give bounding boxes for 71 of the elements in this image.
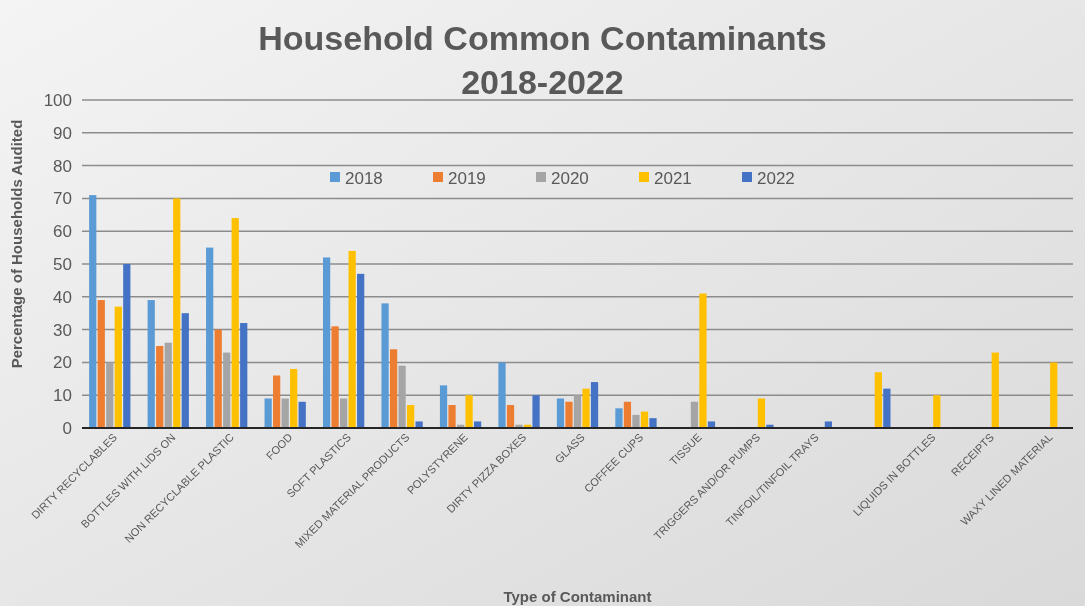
bar bbox=[1050, 362, 1058, 428]
bar bbox=[348, 250, 356, 428]
y-tick-label: 20 bbox=[53, 353, 72, 373]
legend-label: 2018 bbox=[345, 168, 383, 188]
bar bbox=[506, 405, 515, 428]
bar bbox=[565, 401, 573, 428]
bar bbox=[223, 352, 231, 428]
bar bbox=[231, 218, 239, 428]
bar bbox=[573, 395, 582, 428]
bar bbox=[690, 401, 699, 428]
bar bbox=[290, 368, 298, 428]
y-tick-label: 30 bbox=[53, 320, 72, 340]
bar bbox=[89, 195, 97, 428]
bar bbox=[281, 398, 289, 428]
bar bbox=[173, 198, 181, 428]
y-tick-label: 10 bbox=[53, 386, 72, 406]
bar bbox=[214, 329, 222, 428]
bar bbox=[357, 273, 365, 428]
bar bbox=[381, 303, 389, 428]
bar bbox=[991, 352, 999, 428]
bar bbox=[114, 306, 122, 428]
y-tick-label: 70 bbox=[53, 189, 72, 209]
bar bbox=[156, 346, 164, 428]
bar bbox=[147, 300, 155, 428]
bar bbox=[699, 293, 707, 428]
y-tick-label: 50 bbox=[53, 254, 72, 274]
y-tick-label: 80 bbox=[53, 156, 72, 176]
bar bbox=[757, 398, 766, 428]
bar bbox=[933, 395, 941, 428]
y-tick-label: 90 bbox=[53, 123, 72, 143]
y-tick-label: 40 bbox=[53, 287, 72, 307]
bar bbox=[389, 349, 398, 428]
bar bbox=[448, 405, 456, 428]
bar bbox=[240, 323, 248, 428]
bar bbox=[649, 418, 657, 428]
bar bbox=[398, 365, 406, 428]
legend-label: 2021 bbox=[654, 168, 692, 188]
y-tick-label: 60 bbox=[53, 222, 72, 242]
bar bbox=[532, 395, 540, 428]
bar bbox=[439, 385, 448, 428]
bar bbox=[123, 264, 131, 428]
bar bbox=[298, 401, 306, 428]
bar bbox=[465, 395, 473, 428]
bar bbox=[106, 362, 114, 428]
legend-label: 2022 bbox=[757, 168, 795, 188]
bar bbox=[340, 398, 348, 428]
x-axis-title: Type of Contaminant bbox=[503, 588, 652, 605]
chart-title: Household Common Contaminants 2018-2022 bbox=[258, 19, 827, 101]
bar bbox=[623, 401, 632, 428]
bar bbox=[322, 257, 331, 428]
bar bbox=[264, 398, 272, 428]
bar bbox=[273, 375, 281, 428]
bar bbox=[632, 414, 640, 428]
bar bbox=[590, 382, 599, 428]
bar bbox=[97, 300, 105, 428]
bar bbox=[883, 388, 891, 428]
bar bbox=[206, 247, 214, 428]
bar bbox=[498, 362, 506, 428]
y-tick-label: 100 bbox=[43, 90, 72, 110]
bar bbox=[556, 398, 565, 428]
legend-label: 2019 bbox=[448, 168, 486, 188]
bar bbox=[331, 326, 339, 428]
bar bbox=[181, 313, 189, 428]
bar bbox=[615, 408, 623, 428]
bar bbox=[164, 342, 172, 428]
legend-label: 2020 bbox=[551, 168, 589, 188]
bar bbox=[874, 372, 882, 428]
bar bbox=[407, 405, 415, 428]
bar bbox=[582, 388, 590, 428]
y-axis-title: Percentage of Households Audited bbox=[8, 119, 25, 369]
y-tick-label: 0 bbox=[62, 418, 72, 438]
